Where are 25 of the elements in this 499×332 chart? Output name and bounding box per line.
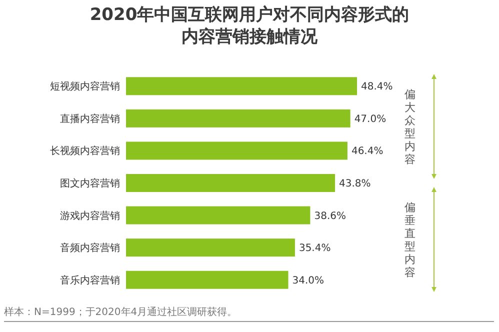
bar [126, 206, 310, 224]
bar [126, 142, 348, 160]
text: 偏大众型内容 [404, 88, 416, 166]
data-label: 46.4% [351, 146, 384, 158]
bar [126, 174, 336, 192]
bar [126, 238, 295, 257]
y-tick-label: 音乐内容营销 [60, 274, 120, 286]
data-label: 47.0% [354, 114, 386, 125]
data-label: 43.8% [339, 178, 371, 190]
y-tick-label: 音频内容营销 [60, 242, 120, 254]
data-label: 35.4% [298, 243, 331, 254]
bar [126, 109, 350, 128]
y-tick-label: 图文内容营销 [60, 178, 120, 190]
bar [126, 77, 357, 96]
y-tick-label: 直播内容营销 [60, 112, 120, 125]
text: 样本：N=1999；于2020年4月通过社区调研获得。 [4, 305, 494, 322]
text: 偏垂直型内容 [404, 201, 416, 279]
data-label: 38.6% [314, 210, 346, 222]
y-tick-label: 长视频内容营销 [50, 145, 120, 158]
y-tick-label: 短视频内容营销 [50, 80, 120, 93]
y-tick-label: 游戏内容营销 [60, 210, 120, 222]
data-label: 48.4% [361, 82, 393, 93]
data-label: 34.0% [292, 275, 324, 286]
chart-title: 2020年中国互联网用户对不同内容形式的内容营销接触情况 [88, 4, 410, 48]
bar [126, 270, 288, 289]
